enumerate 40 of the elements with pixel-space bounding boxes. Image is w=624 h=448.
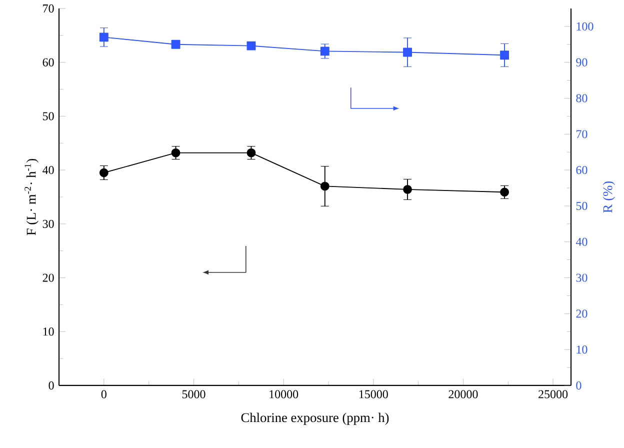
y2-tick-label: 80 bbox=[576, 94, 588, 102]
y2-tick-label: 70 bbox=[576, 130, 588, 138]
point bbox=[403, 48, 412, 57]
x-tick-label: 5000 bbox=[182, 390, 206, 398]
y-tick-label: 50 bbox=[42, 112, 54, 120]
point bbox=[99, 168, 108, 177]
x-tick-label: 20000 bbox=[448, 390, 478, 398]
y2-tick-label: 60 bbox=[576, 166, 588, 174]
y2-tick-label: 10 bbox=[576, 345, 588, 354]
x-axis-title: Chlorine exposure (ppm· h) bbox=[241, 412, 389, 425]
point bbox=[320, 182, 330, 190]
point bbox=[171, 40, 180, 49]
x-tick-label: 10000 bbox=[270, 390, 298, 398]
x-tick-label: 15000 bbox=[359, 390, 388, 398]
y2-tick-label: 100 bbox=[576, 22, 594, 30]
point bbox=[171, 148, 180, 158]
x-tick-label: 0 bbox=[101, 390, 106, 398]
y-tick-label: 30 bbox=[42, 220, 54, 228]
point bbox=[99, 32, 108, 42]
y-tick-label: 20 bbox=[42, 273, 54, 282]
y-tick-label: 0 bbox=[48, 381, 54, 390]
y2-tick-label: 40 bbox=[576, 238, 588, 246]
y-tick-label: 60 bbox=[42, 58, 54, 66]
y-axis-title: F (L· m$^{-2}$· h$^{-1}$) bbox=[24, 158, 38, 235]
point bbox=[246, 148, 256, 158]
point bbox=[403, 184, 412, 194]
y-tick-label: 40 bbox=[42, 166, 54, 174]
y2-tick-label: 0 bbox=[576, 381, 582, 390]
y2-tick-label: 30 bbox=[576, 273, 588, 282]
y2-axis-title: R (%) bbox=[602, 181, 615, 212]
y-tick-label: 10 bbox=[43, 327, 54, 336]
y2-tick-label: 20 bbox=[576, 309, 588, 318]
point bbox=[500, 187, 510, 196]
point bbox=[246, 41, 256, 50]
y-tick-label: 70 bbox=[43, 4, 54, 12]
point bbox=[500, 50, 510, 60]
y2-tick-label: 90 bbox=[576, 58, 588, 66]
x-tick-label: 25000 bbox=[538, 390, 568, 398]
point bbox=[320, 46, 330, 56]
y2-tick-label: 50 bbox=[576, 202, 588, 210]
